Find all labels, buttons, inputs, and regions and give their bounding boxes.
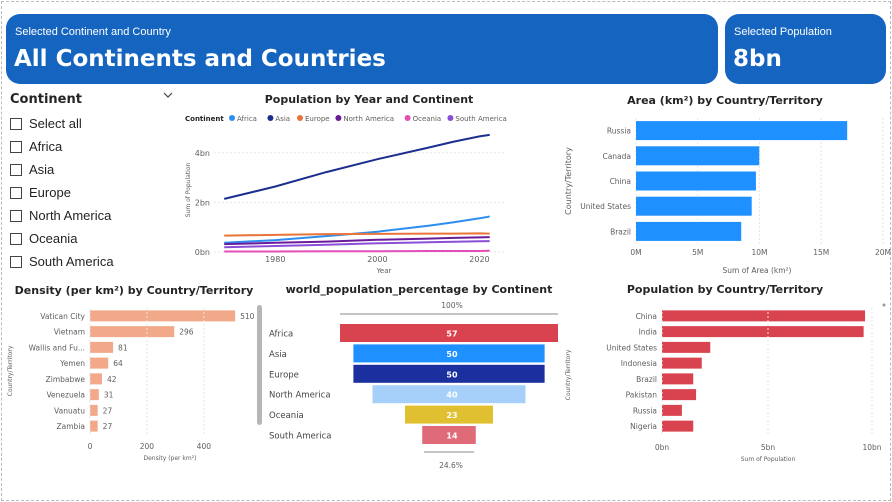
- checkbox[interactable]: [10, 255, 22, 268]
- slicer-item-label: Africa: [29, 139, 63, 154]
- checkbox[interactable]: [10, 117, 22, 130]
- slicer-item-label: Asia: [29, 162, 55, 177]
- slicer-item-label: North America: [29, 208, 112, 223]
- slicer-item-asia[interactable]: Asia: [10, 158, 180, 181]
- continent-card-value: All Continents and Countries: [14, 46, 386, 72]
- checkbox[interactable]: [10, 163, 22, 176]
- scrollbar[interactable]: [257, 305, 262, 425]
- slicer-item-select-all[interactable]: Select all: [10, 112, 180, 135]
- slicer-title: Continent: [10, 92, 82, 107]
- continent-card-label: Selected Continent and Country: [15, 26, 171, 38]
- slicer-item-africa[interactable]: Africa: [10, 135, 180, 158]
- slicer-item-label: South America: [29, 254, 114, 269]
- population-card-value: 8bn: [733, 46, 782, 72]
- chevron-down-icon[interactable]: [163, 90, 173, 100]
- continent-slicer[interactable]: Continent Select all Africa Asia Europe …: [10, 92, 180, 273]
- slicer-item-europe[interactable]: Europe: [10, 181, 180, 204]
- slicer-item-south-america[interactable]: South America: [10, 250, 180, 273]
- slicer-item-oceania[interactable]: Oceania: [10, 227, 180, 250]
- checkbox[interactable]: [10, 140, 22, 153]
- continent-card[interactable]: Selected Continent and Country All Conti…: [6, 14, 718, 84]
- slicer-item-label: Oceania: [29, 231, 78, 246]
- population-card-label: Selected Population: [734, 26, 832, 38]
- slicer-item-label: Select all: [29, 116, 82, 131]
- slicer-item-label: Europe: [29, 185, 71, 200]
- population-card[interactable]: Selected Population 8bn: [725, 14, 886, 84]
- checkbox[interactable]: [10, 232, 22, 245]
- slicer-item-north-america[interactable]: North America: [10, 204, 180, 227]
- checkbox[interactable]: [10, 209, 22, 222]
- checkbox[interactable]: [10, 186, 22, 199]
